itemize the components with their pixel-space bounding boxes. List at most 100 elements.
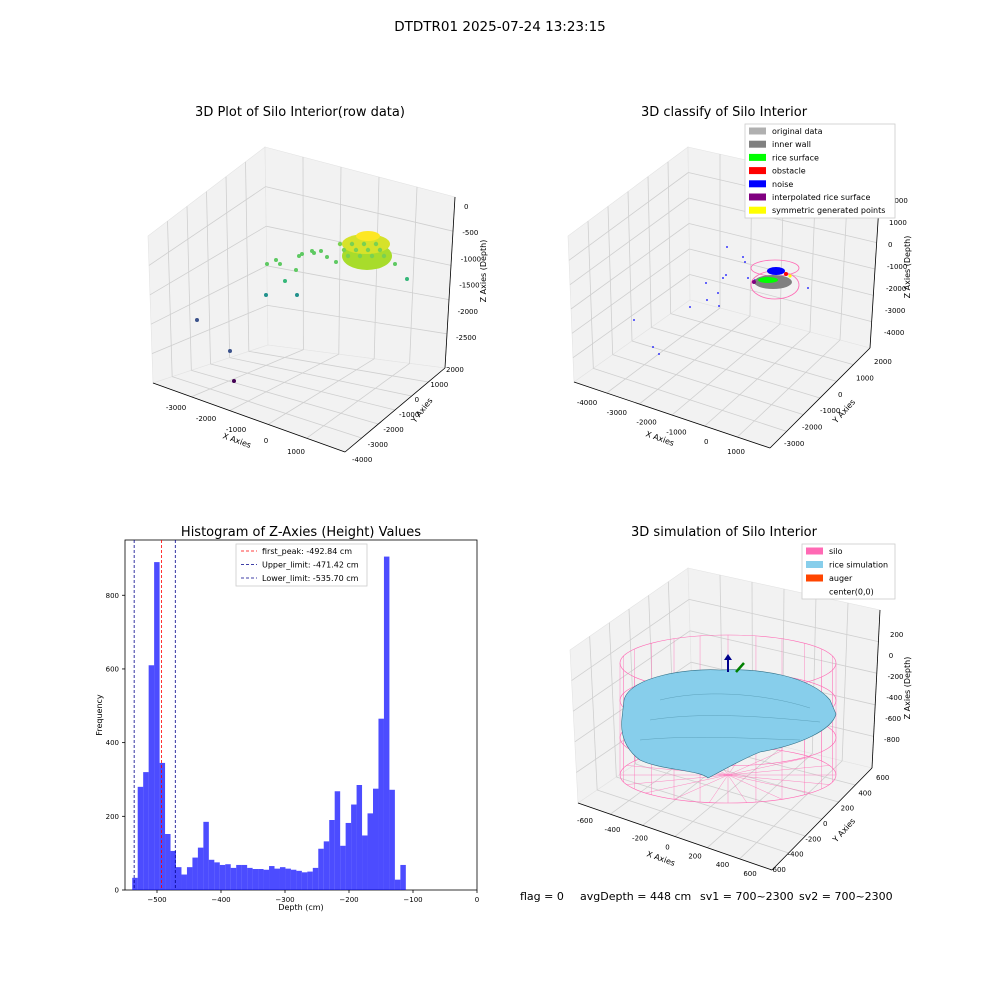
histogram-x-tick: −400 bbox=[211, 896, 230, 904]
histogram-bar bbox=[230, 867, 237, 890]
panel1-title: 3D Plot of Silo Interior(row data) bbox=[195, 105, 405, 120]
histogram-bar bbox=[329, 820, 335, 890]
panel2-ticks: -4000 -3000 -2000 -1000 0 1000 -3000 -2000 -1000… bbox=[577, 197, 908, 456]
grid-line-left-h bbox=[572, 274, 690, 358]
silo-floor-spoke bbox=[709, 774, 729, 803]
histogram-bar bbox=[154, 562, 160, 890]
panel4-x-tick: -400 bbox=[605, 826, 621, 834]
figure-title: DTDTR01 2025-07-24 13:23:15 bbox=[394, 19, 606, 35]
panel2-x-tick: 0 bbox=[704, 438, 708, 446]
grid-line-left-h bbox=[571, 248, 690, 334]
histogram-bar bbox=[247, 867, 253, 890]
panel2-y-axis bbox=[769, 347, 871, 449]
histogram-bar bbox=[334, 791, 341, 890]
panel4-y-tick: 400 bbox=[858, 789, 871, 797]
panel2-legend-label: noise bbox=[772, 180, 793, 189]
panel3-title: Histogram of Z-Axies (Height) Values bbox=[181, 525, 421, 540]
panel4-z-tick: 0 bbox=[889, 652, 893, 660]
panel1-noise-point bbox=[312, 251, 316, 255]
histogram-bar bbox=[400, 864, 406, 890]
panel4-y-tick: -200 bbox=[805, 835, 821, 843]
panel1-rice-point bbox=[365, 247, 371, 253]
histogram-bar bbox=[296, 870, 302, 890]
panel-histogram: Histogram of Z-Axies (Height) Values −50… bbox=[95, 525, 479, 912]
panel4-y-tick: 600 bbox=[876, 774, 889, 782]
histogram-bar bbox=[159, 762, 166, 890]
panel1-y-tick: -2000 bbox=[383, 426, 403, 434]
panel4-x-tick: -200 bbox=[632, 835, 648, 843]
histogram-y-tick: 600 bbox=[106, 665, 119, 673]
panel4-z-tick: -800 bbox=[884, 736, 900, 744]
histogram-bar bbox=[236, 864, 242, 890]
grid-line-floor-y bbox=[635, 763, 823, 820]
panel1-y-tick: -3000 bbox=[368, 441, 388, 449]
histogram-bar bbox=[165, 834, 171, 890]
grid-line-left-h bbox=[149, 225, 267, 296]
grid-line-back-h bbox=[689, 274, 872, 323]
panel2-y-tick: -3000 bbox=[784, 440, 804, 448]
panel4-x-tick: 600 bbox=[743, 870, 756, 878]
histogram-y-tick: 400 bbox=[106, 739, 119, 747]
panel1-xlabel: X Axies bbox=[221, 431, 252, 450]
histogram-y-tick: 800 bbox=[106, 592, 119, 600]
panel1-x-tick: -1000 bbox=[226, 426, 246, 434]
grid-line-left-h bbox=[572, 630, 691, 712]
grid-line-floor-y bbox=[593, 367, 787, 432]
histogram-bar bbox=[362, 835, 368, 890]
histogram-x-tick: −300 bbox=[275, 896, 294, 904]
panel1-rice-point bbox=[377, 247, 383, 253]
panel2-z-tick: 2000 bbox=[890, 197, 908, 205]
panel2-legend-box bbox=[744, 123, 896, 219]
panel2-x-tick: 1000 bbox=[727, 448, 745, 456]
panel1-noise-point bbox=[274, 258, 278, 262]
grid-line-floor-y bbox=[670, 313, 854, 366]
grid-line-left-v bbox=[225, 176, 231, 358]
histogram-bar bbox=[307, 871, 313, 890]
panel1-rice-point bbox=[353, 247, 359, 253]
panel4-z-tick: -200 bbox=[888, 673, 904, 681]
panel1-noise-point bbox=[264, 293, 268, 297]
panel4-y-axis bbox=[771, 767, 873, 871]
panel1-noise-point bbox=[405, 277, 409, 281]
panel1-z-tick: 0 bbox=[464, 203, 468, 211]
panel2-noise-point bbox=[658, 353, 660, 355]
silo-floor-spoke bbox=[727, 756, 811, 776]
histogram-bar bbox=[351, 804, 357, 890]
panel2-x-tick: -4000 bbox=[577, 399, 597, 407]
panel1-z-tick: -500 bbox=[462, 229, 478, 237]
panel1-x-tick: -3000 bbox=[166, 404, 186, 412]
histogram-bar bbox=[208, 859, 215, 890]
panel1-noise-point bbox=[325, 255, 329, 259]
grid-line-floor-y bbox=[631, 340, 821, 399]
panel4-legend-swatch bbox=[806, 561, 823, 568]
panel4-x-axis bbox=[577, 802, 773, 871]
histogram-legend-label: Upper_limit: -471.42 cm bbox=[262, 561, 359, 570]
histogram-bar bbox=[137, 786, 144, 890]
grid-line-left-h bbox=[569, 197, 689, 285]
panel4-title: 3D simulation of Silo Interior bbox=[631, 525, 818, 540]
histogram-legend-box bbox=[235, 543, 368, 587]
grid-line-floor-y bbox=[651, 326, 837, 382]
panel2-x-tick: -2000 bbox=[636, 419, 656, 427]
panel1-z-tick: -2000 bbox=[458, 308, 478, 316]
panel1-z-axis bbox=[444, 196, 456, 369]
panel2-obstacle-point bbox=[784, 272, 788, 276]
panel1-noise-point bbox=[283, 279, 287, 283]
panel-classify-3d: 3D classify of Silo Interior -4000-3000-… bbox=[567, 105, 912, 456]
grid-line-floor-y bbox=[597, 789, 789, 854]
grid-line-left-h bbox=[151, 305, 268, 354]
panel4-legend-swatch bbox=[806, 588, 823, 595]
panel1-rice-point bbox=[373, 241, 379, 247]
panel2-legend-swatch bbox=[749, 180, 766, 188]
histogram-ylabel: Frequency bbox=[95, 694, 104, 736]
histogram-bar bbox=[241, 864, 248, 890]
panel1-rice-point bbox=[361, 241, 367, 247]
panel2-noise-point bbox=[722, 277, 724, 279]
panel4-legend-label: center(0,0) bbox=[829, 588, 874, 597]
panel2-x-tick: -1000 bbox=[666, 428, 686, 436]
panel1-x-tick: 0 bbox=[264, 437, 268, 445]
panel4-ylabel: Y Axies bbox=[830, 817, 857, 845]
panel4-z-axis bbox=[871, 609, 881, 769]
